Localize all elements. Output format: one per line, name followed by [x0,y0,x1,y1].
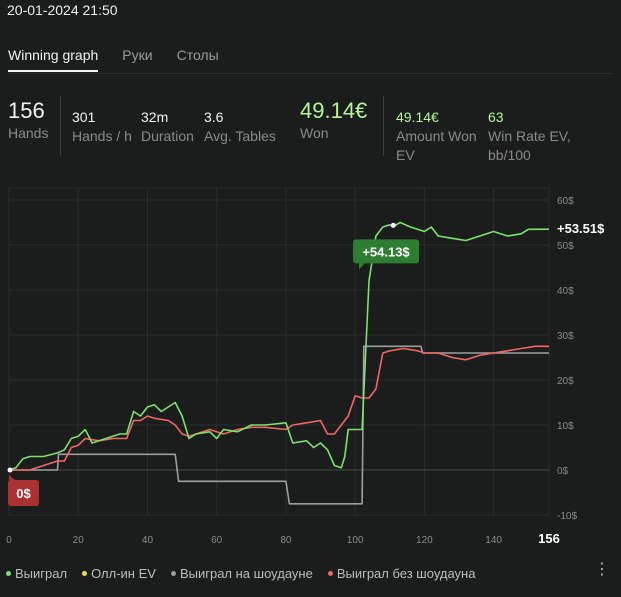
series-line-non-showdown [9,345,549,471]
peak-flag-pointer [359,263,365,270]
end-value-label: +53.51$ [557,221,605,236]
stat-avg-tables-label: Avg. Tables [204,128,276,144]
plot-frame [8,187,550,516]
legend-item-won[interactable]: Выиграл [6,566,67,581]
stat-duration: 32m Duration [141,108,194,146]
tab-tables[interactable]: Столы [176,47,219,63]
start-value-label: 0$ [16,486,31,501]
legend-label-showdown: Выиграл на шоудауне [179,566,313,581]
stat-win-rate-ev-label-2: bb/100 [488,147,531,163]
legend-item-showdown[interactable]: Выиграл на шоудауне [170,566,313,581]
peak-value-label: +54.13$ [362,244,410,259]
legend-dot-non-showdown [327,571,333,576]
stat-amount-won-ev-value: 49.14€ [396,109,439,125]
x-tick-label: 120 [416,535,433,546]
stat-amount-won-ev-label-1: Amount Won [396,128,477,144]
tab-bar-divider [8,73,612,74]
stats-divider [60,96,61,156]
stat-hands-value: 156 [8,98,45,123]
start-flag-pointer [9,475,15,480]
legend-dot-won [6,571,11,576]
y-tick-label: -10$ [557,511,577,522]
series-line-showdown [9,345,549,505]
y-tick-label: 30$ [557,331,574,342]
tab-winning-graph[interactable]: Winning graph [8,47,99,72]
x-tick-label: 40 [142,535,154,546]
legend-item-non-showdown[interactable]: Выиграл без шоудауна [327,566,476,581]
legend-label-won: Выиграл [15,566,68,581]
stat-win-rate-ev-label-1: Win Rate EV, [488,128,571,144]
stat-won-value: 49.14€ [300,98,368,123]
legend-item-allin-ev[interactable]: Олл-ин EV [82,566,156,581]
peak-flag [353,239,419,264]
y-tick-label: 10$ [557,421,574,432]
stat-avg-tables: 3.6 Avg. Tables [204,108,276,146]
stat-win-rate-ev: 63 Win Rate EV, bb/100 [488,108,571,165]
y-tick-label: 40$ [557,286,574,297]
stat-hands-per-hour-value: 301 [72,109,96,125]
legend-label-allin-ev: Олл-ин EV [91,566,156,581]
x-tick-label: 100 [347,535,364,546]
series-line-won [8,221,550,471]
legend-label-non-showdown: Выиграл без шоудауна [336,566,476,581]
legend-dot-showdown [170,571,176,576]
stat-win-rate-ev-value: 63 [488,109,504,125]
stat-duration-value: 32m [141,109,169,125]
peak-marker [390,222,396,228]
stat-hands: 156 Hands [8,98,48,143]
y-tick-label: 0$ [557,466,569,477]
legend-dot-allin-ev [82,571,88,576]
y-tick-label: 50$ [557,241,574,252]
stat-duration-label: Duration [141,128,194,144]
stat-avg-tables-value: 3.6 [204,109,224,125]
tab-bar: Winning graph Руки Столы [8,47,219,72]
stat-won: 49.14€ Won [300,98,367,143]
winning-graph-chart[interactable]: 60$ 50$ 40$ 30$ 20$ 10$ 0$ -10$ 0 20 40 60 80 100 120 1… [0,185,621,555]
chart-legend: Выиграл Олл-ин EV Выиграл на шоудауне Вы… [6,566,475,581]
stats-divider-2 [383,96,384,156]
stat-hands-per-hour-label: Hands / h [72,128,132,144]
y-tick-label: 60$ [557,196,574,207]
x-tick-label: 140 [485,535,502,546]
more-options-icon[interactable]: ⋮ [594,561,610,578]
stat-amount-won-ev: 49.14€ Amount Won EV [396,108,477,165]
stat-hands-per-hour: 301 Hands / h [72,108,132,146]
x-tick-label: 80 [280,535,292,546]
tab-hands[interactable]: Руки [122,47,153,63]
y-tick-label: 20$ [557,376,574,387]
stat-hands-label: Hands [8,125,49,141]
start-flag [8,480,39,506]
session-timestamp: 20-01-2024 21:50 [7,2,118,18]
x-tick-label: 0 [6,535,12,546]
x-tick-label: 60 [211,535,223,546]
x-tick-label: 20 [73,535,85,546]
x-tick-label: 156 [538,531,560,546]
stat-amount-won-ev-label-2: EV [396,147,415,163]
stat-won-label: Won [300,125,329,141]
start-marker [7,467,13,473]
